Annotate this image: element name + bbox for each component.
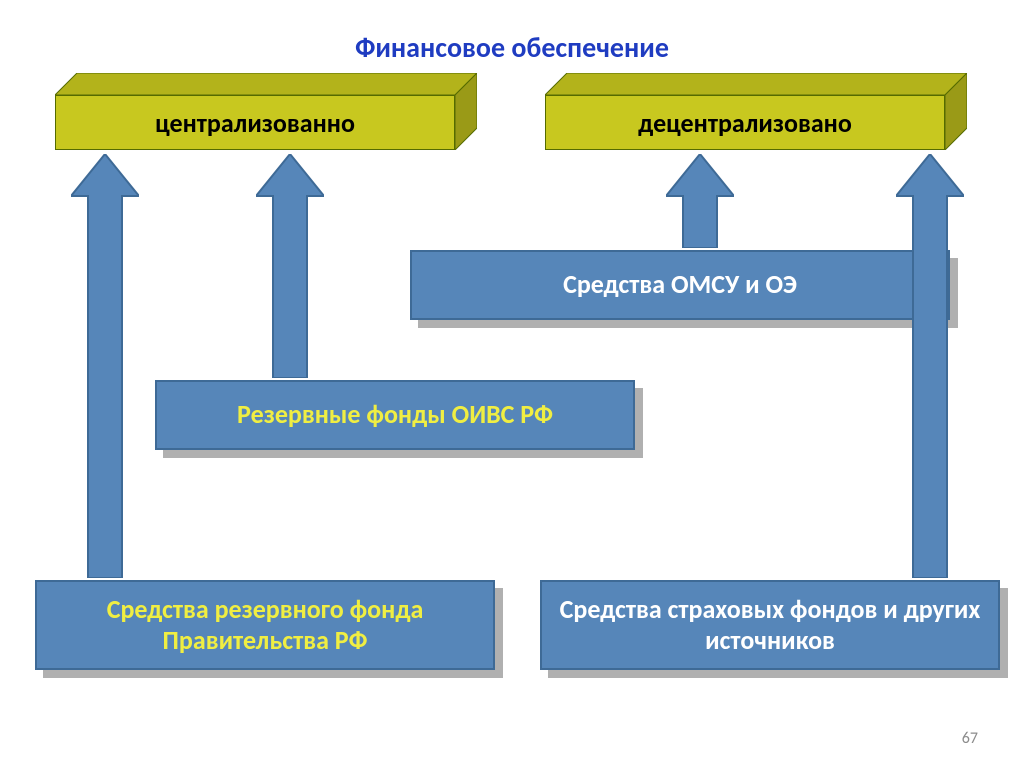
box-strahovyh: Средства страховых фондов и других источ… <box>540 580 1000 670</box>
arrow-omsu <box>666 154 734 248</box>
arrow-oivs <box>256 154 324 378</box>
page-number: 67 <box>962 729 978 748</box>
box-omsu: Средства ОМСУ и ОЭ <box>410 250 950 320</box>
diagram-title: Финансовое обеспечение <box>0 30 1024 65</box>
arrow-pravitelstva <box>71 154 139 578</box>
bar-label-left: централизованно <box>55 95 455 150</box>
box-pravitelstva: Средства резервного фонда Правительства … <box>35 580 495 670</box>
bar-right: децентрализовано <box>545 95 945 150</box>
bar-left: централизованно <box>55 95 455 150</box>
bar-label-right: децентрализовано <box>545 95 945 150</box>
arrow-strahovyh <box>896 154 964 578</box>
box-oivs: Резервные фонды ОИВС РФ <box>155 380 635 450</box>
